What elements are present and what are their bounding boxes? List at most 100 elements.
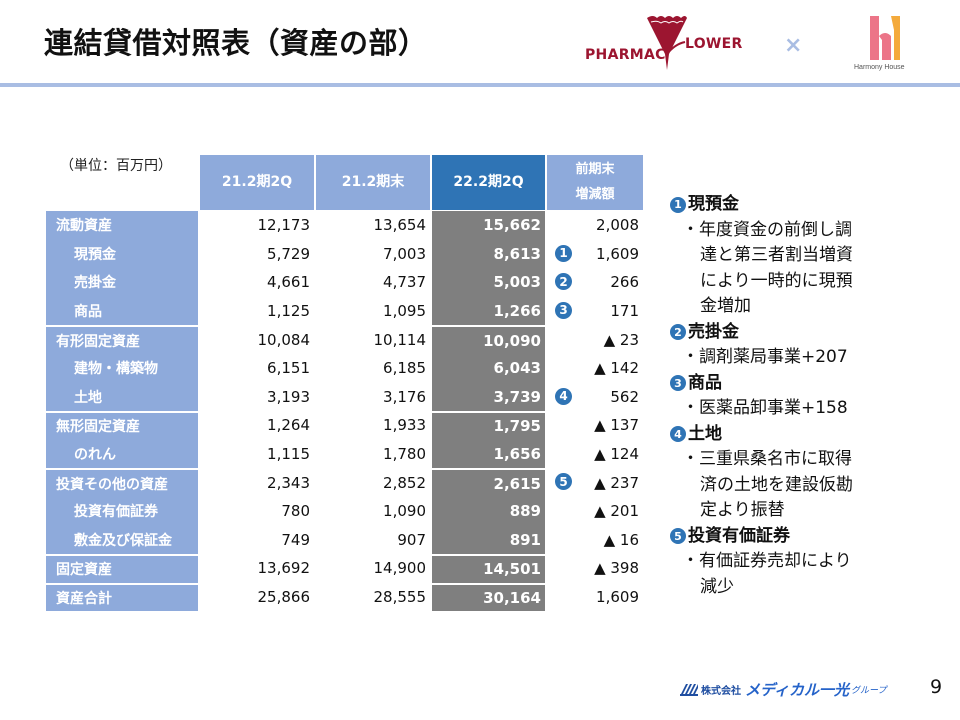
value-21-2-end: 1,095 <box>383 302 426 321</box>
note-heading: 1 現預金 <box>670 192 930 218</box>
footer-group-label: グループ <box>850 686 887 696</box>
note-text: 減少 <box>700 576 734 597</box>
note-text: ・調剤薬局事業+207 <box>682 347 848 367</box>
value-change: 266 <box>610 273 639 292</box>
table-row: 無形固定資産 1,264 1,933 1,795 ▲ 137 <box>46 411 646 440</box>
note-item: 3 商品 ・医薬品卸事業+158 <box>670 371 930 422</box>
table-row: 売掛金 4,661 4,737 5,003 2 266 <box>46 268 646 297</box>
value-21-2-2q: 1,115 <box>267 445 310 464</box>
unit-label: （単位：百万円） <box>60 158 172 174</box>
value-change: ▲ 23 <box>603 330 639 349</box>
header-divider <box>0 83 960 87</box>
table-row: 有形固定資産 10,084 10,114 10,090 ▲ 23 <box>46 325 646 354</box>
column-header-21-2-2q: 21.2期2Q <box>200 155 314 210</box>
table-row: 投資その他の資産 2,343 2,852 2,615 5 ▲ 237 <box>46 468 646 497</box>
harmony-house-logo: Harmony House <box>854 14 910 74</box>
note-heading: 5 投資有価証券 <box>670 524 930 550</box>
note-item: 5 投資有価証券 ・有価証券売却により 減少 <box>670 524 930 601</box>
note-text: 済の土地を建設仮勘 <box>700 474 853 495</box>
value-21-2-2q: 749 <box>281 530 310 549</box>
note-heading: 3 商品 <box>670 371 930 397</box>
note-number-icon: 3 <box>670 375 686 392</box>
row-label: 売掛金 <box>46 268 198 297</box>
value-change: 562 <box>610 387 639 406</box>
value-change: 2,008 <box>596 216 639 235</box>
value-21-2-end: 14,900 <box>373 559 427 578</box>
value-21-2-2q: 1,125 <box>267 302 310 321</box>
row-label: 有形固定資産 <box>46 325 198 354</box>
value-21-2-2q: 5,729 <box>267 244 310 263</box>
table-row: 資産合計 25,866 28,555 30,164 1,609 <box>46 582 646 612</box>
h-letter-icon <box>870 16 900 60</box>
row-label: 建物・構築物 <box>46 354 198 383</box>
row-label: 流動資産 <box>46 211 198 240</box>
value-22-2-2q: 891 <box>432 525 545 555</box>
header-change-line2: 増減額 <box>575 186 615 202</box>
note-text: により一時的に現預 <box>700 270 853 291</box>
page-number: 9 <box>930 676 943 698</box>
value-change: ▲ 201 <box>594 502 639 521</box>
value-change: ▲ 137 <box>594 416 639 435</box>
table-row: 現預金 5,729 7,003 8,613 1 1,609 <box>46 239 646 269</box>
value-21-2-2q: 1,264 <box>267 416 310 435</box>
value-22-2-2q: 15,662 <box>432 211 545 240</box>
value-22-2-2q: 889 <box>432 497 545 526</box>
notes-panel: 1 現預金 ・年度資金の前倒し調 達と第三者割当増資 により一時的に現預 金増加 2 売掛金・… <box>670 192 930 600</box>
row-label: 土地 <box>46 382 198 412</box>
value-21-2-end: 1,090 <box>383 502 426 521</box>
value-21-2-end: 1,933 <box>383 416 426 435</box>
note-text: 金増加 <box>700 296 751 316</box>
harmony-house-text: Harmony House <box>854 64 905 71</box>
row-label: 投資有価証券 <box>46 497 198 526</box>
value-22-2-2q: 1,656 <box>432 439 545 469</box>
note-number-icon: 4 <box>670 426 686 443</box>
value-21-2-2q: 4,661 <box>267 273 310 292</box>
table-row: 土地 3,193 3,176 3,739 4 562 <box>46 382 646 412</box>
note-number-icon: 2 <box>670 324 686 341</box>
table-row: 敷金及び保証金 749 907 891 ▲ 16 <box>46 525 646 555</box>
value-change: ▲ 237 <box>594 473 639 492</box>
note-text: 達と第三者割当増資 <box>700 245 853 265</box>
value-21-2-end: 1,780 <box>383 445 426 464</box>
value-change: ▲ 16 <box>603 530 639 549</box>
column-header-22-2-2q: 22.2期2Q <box>432 155 545 210</box>
value-21-2-end: 4,737 <box>383 273 426 292</box>
note-item: 1 現預金 ・年度資金の前倒し調 達と第三者割当増資 により一時的に現預 金増加 <box>670 192 930 320</box>
collaboration-cross-icon: × <box>784 33 803 58</box>
value-21-2-2q: 2,343 <box>267 473 310 492</box>
note-title: 商品 <box>688 372 722 393</box>
note-item: 4 土地 ・三重県桑名市に取得 済の土地を建設仮勘 定より振替 <box>670 422 930 524</box>
footer-company-logo: 株式会社 メディカル一光 グループ <box>680 679 886 700</box>
note-heading: 2 売掛金 <box>670 320 930 346</box>
value-21-2-end: 10,114 <box>373 330 427 349</box>
flower-icon <box>647 16 687 70</box>
value-change: 1,609 <box>596 588 639 607</box>
value-21-2-end: 6,185 <box>383 359 426 378</box>
note-marker-icon: 5 <box>555 473 572 491</box>
row-label: のれん <box>46 439 198 469</box>
row-label: 投資その他の資産 <box>46 468 198 497</box>
row-label: 商品 <box>46 296 198 326</box>
value-22-2-2q: 14,501 <box>432 554 545 583</box>
note-marker-icon: 1 <box>555 244 572 262</box>
company-stripes-icon <box>680 683 698 696</box>
value-22-2-2q: 30,164 <box>432 582 545 612</box>
value-change: ▲ 398 <box>594 559 639 578</box>
value-22-2-2q: 1,266 <box>432 296 545 326</box>
row-label: 敷金及び保証金 <box>46 525 198 555</box>
table-row: 商品 1,125 1,095 1,266 3 171 <box>46 296 646 326</box>
note-number-icon: 1 <box>670 196 686 213</box>
footer-corp-type: 株式会社 <box>701 686 741 697</box>
value-21-2-end: 3,176 <box>383 387 426 406</box>
table-row: 流動資産 12,173 13,654 15,662 2,008 <box>46 211 646 240</box>
note-title: 現預金 <box>688 194 739 214</box>
column-header-change: 前期末 増減額 <box>547 155 643 210</box>
table-row: 固定資産 13,692 14,900 14,501 ▲ 398 <box>46 554 646 583</box>
value-21-2-2q: 13,692 <box>257 559 311 578</box>
row-label: 資産合計 <box>46 582 198 612</box>
value-change: 171 <box>610 302 639 321</box>
row-label: 現預金 <box>46 239 198 269</box>
logo-text-right: LOWER <box>685 36 743 52</box>
note-title: 投資有価証券 <box>688 525 790 546</box>
value-change: ▲ 124 <box>594 445 639 464</box>
